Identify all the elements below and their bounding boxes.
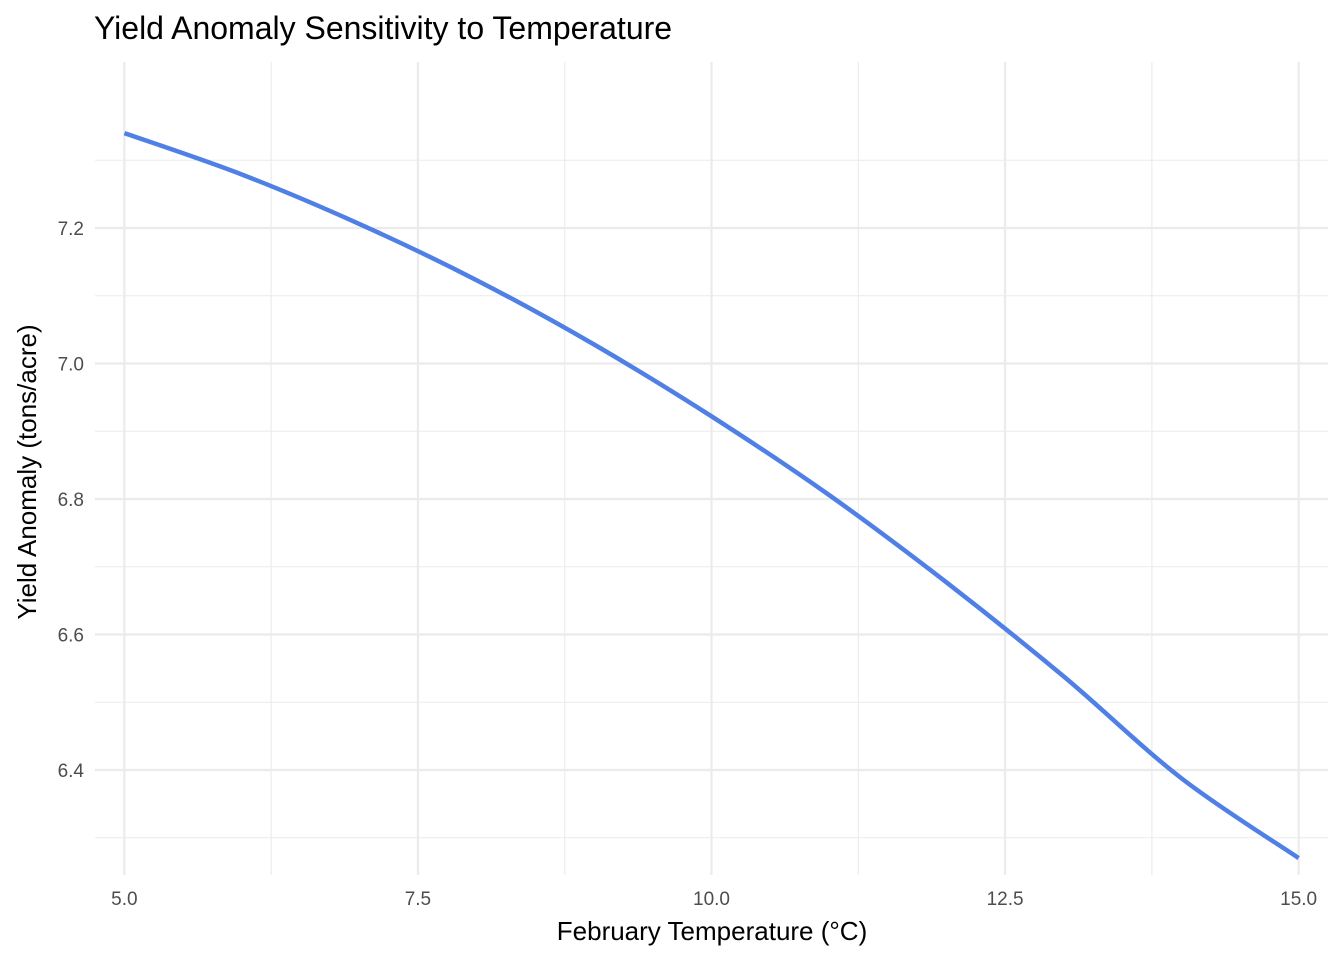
series-lines	[123, 130, 1300, 860]
y-tick-label-0: 6.4	[58, 761, 85, 782]
x-tick-label-4: 15.0	[1280, 889, 1317, 910]
y-tick-label-2: 6.8	[58, 490, 84, 511]
y-tick-labels: 6.4 6.6 6.8 7.0 7.2	[58, 219, 85, 782]
x-tick-label-2: 10.0	[693, 889, 730, 910]
series-line-0	[123, 130, 1300, 860]
y-tick-label-4: 7.2	[58, 219, 84, 240]
x-tick-label-1: 7.5	[405, 889, 431, 910]
y-axis-title: Yield Anomaly (tons/acre)	[12, 324, 42, 619]
x-tick-label-3: 12.5	[987, 889, 1024, 910]
x-tick-labels: 5.0 7.5 10.0 12.5 15.0	[111, 889, 1317, 910]
y-tick-label-3: 7.0	[58, 354, 84, 375]
y-tick-label-1: 6.6	[58, 625, 84, 646]
x-tick-label-0: 5.0	[111, 889, 137, 910]
x-axis-title: February Temperature (°C)	[557, 916, 867, 946]
chart-title: Yield Anomaly Sensitivity to Temperature	[94, 10, 672, 46]
major-gridlines	[95, 62, 1328, 875]
